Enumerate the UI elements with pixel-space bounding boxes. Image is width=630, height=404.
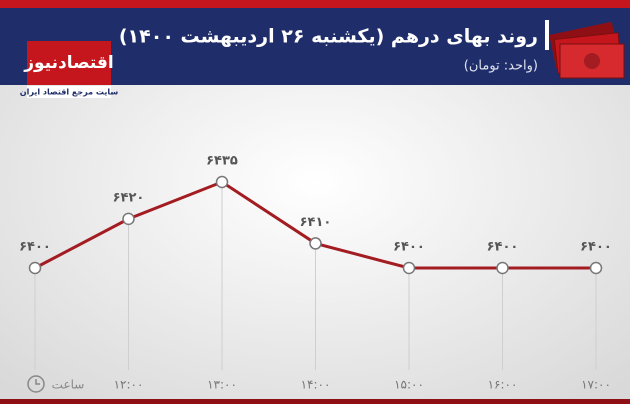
point [28, 261, 42, 275]
point [215, 175, 229, 189]
point [589, 261, 603, 275]
logo-tagline: سایت مرجع اقتصاد ایران [20, 88, 119, 97]
logo-box [27, 41, 111, 85]
value-label: ۶۴۳۵ [206, 154, 238, 169]
point [496, 261, 509, 275]
chart-subtitle: (واحد: تومان) [464, 59, 538, 74]
value-label: ۶۴۰۰ [393, 240, 425, 255]
x-tick-label: ۱۳:۰۰ [207, 378, 237, 392]
point [402, 261, 416, 275]
money-icon [549, 21, 625, 79]
top-strip [0, 0, 630, 8]
title-bar [545, 20, 549, 50]
value-label: ۶۴۰۰ [580, 240, 612, 255]
x-tick-label: ۱۶:۰۰ [488, 378, 518, 392]
value-label: ۶۴۲۰ [113, 190, 145, 205]
clock-icon [27, 375, 45, 393]
value-label: ۶۴۰۰ [19, 240, 51, 255]
point [122, 212, 135, 226]
value-label: ۶۴۱۰ [300, 215, 332, 230]
point [309, 237, 322, 250]
chart-title: روند بهای درهم (یکشنبه ۲۶ اردیبهشت ۱۴۰۰) [119, 26, 538, 48]
x-tick-label: ۱۷:۰۰ [581, 378, 611, 392]
logo-name: اقتصادنیوز [23, 53, 114, 73]
logo-tagline-box [27, 86, 111, 98]
bottom-strip [0, 399, 630, 404]
x-axis-label: ساعت [52, 378, 85, 392]
x-tick-label: ۱۲:۰۰ [114, 378, 144, 392]
x-tick-label: ۱۵:۰۰ [394, 378, 424, 392]
value-label: ۶۴۰۰ [487, 240, 519, 255]
x-tick-label: ۱۴:۰۰ [301, 378, 331, 392]
